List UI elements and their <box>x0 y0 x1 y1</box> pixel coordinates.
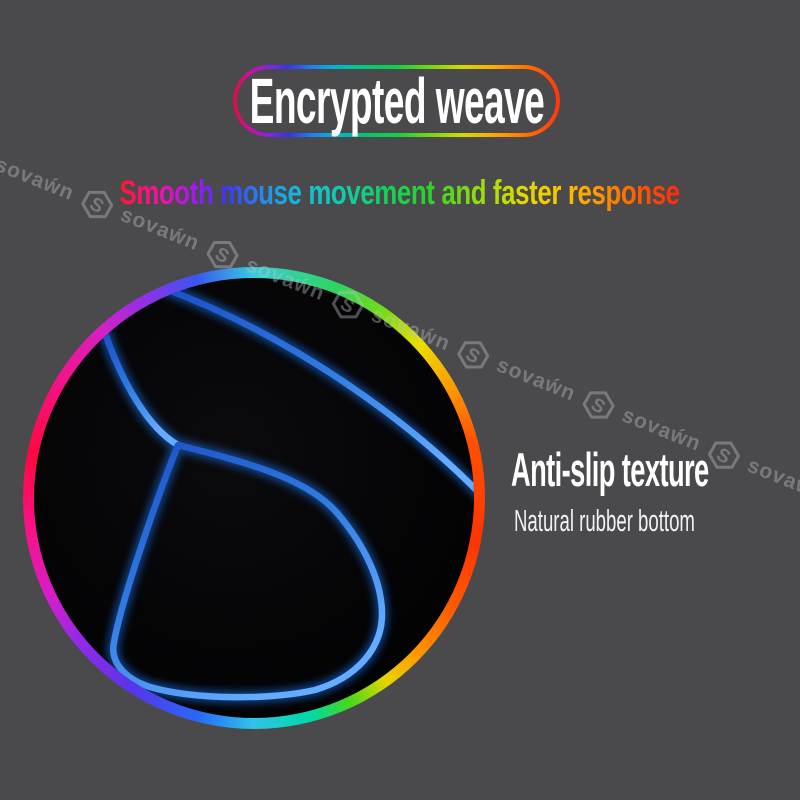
texture-photo <box>34 278 474 718</box>
subtitle-row: Smooth mouse movement and faster respons… <box>0 174 800 213</box>
title-pill-inner: Encrypted weave <box>237 65 556 137</box>
weave-loop-glow <box>106 438 389 704</box>
feature-heading: Anti-slip texture <box>511 443 709 496</box>
weave-line-curve <box>101 329 182 449</box>
watermark-text: sovaẃn <box>744 453 800 506</box>
title-pill: Encrypted weave <box>233 65 560 137</box>
watermark-logo-icon: S <box>582 391 615 419</box>
watermark-text: sovaẃn <box>493 353 580 406</box>
rgb-ring-circle <box>23 267 485 729</box>
subtitle-text: Smooth mouse movement and faster respons… <box>119 174 681 212</box>
weave-lines-graphic <box>98 281 474 704</box>
svg-text:S: S <box>587 394 608 419</box>
weave-loop <box>110 441 386 701</box>
page-title: Encrypted weave <box>249 65 544 137</box>
svg-text:S: S <box>713 444 734 469</box>
weave-line-diagonal <box>159 284 474 493</box>
watermark-logo-icon: S <box>708 441 741 469</box>
svg-text:S: S <box>211 244 232 269</box>
feature-subheading: Natural rubber bottom <box>514 503 695 538</box>
weave-line-diagonal-glow <box>156 281 474 497</box>
weave-line-curve-glow <box>98 326 185 452</box>
